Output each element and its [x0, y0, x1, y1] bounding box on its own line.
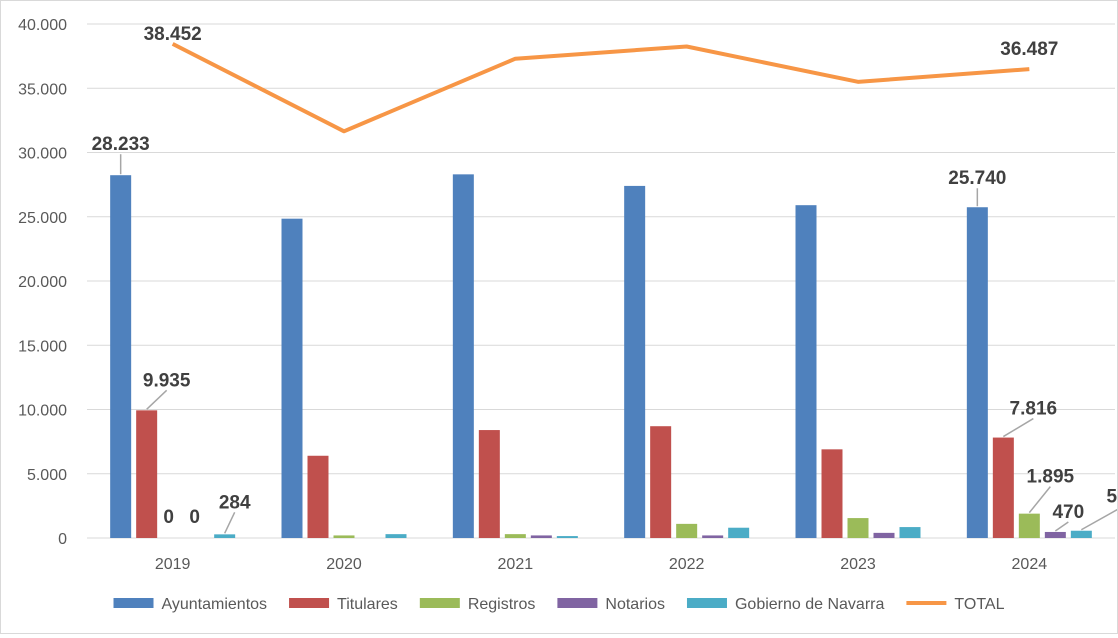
label-leader — [1002, 417, 1034, 438]
legend-label: Notarios — [605, 596, 665, 613]
bar-titulares — [650, 426, 672, 538]
bar-notarios — [1044, 531, 1066, 538]
bar-registros — [1018, 513, 1040, 538]
x-tick-label: 2023 — [840, 556, 876, 573]
total-line — [171, 42, 1030, 134]
y-tick-label: 10.000 — [18, 403, 67, 420]
bar-registros — [847, 518, 869, 538]
x-tick-label: 2021 — [498, 556, 534, 573]
y-tick-label: 15.000 — [18, 338, 67, 355]
legend-swatch-notarios — [557, 598, 598, 608]
bar-notarios — [873, 532, 895, 538]
legend-swatch-ayuntamientos — [113, 598, 154, 608]
data-label-titulares: 7.816 — [1010, 399, 1058, 420]
legend-label: Titulares — [337, 596, 398, 613]
data-label-notarios: 0 — [189, 507, 200, 528]
y-tick-label: 0 — [58, 531, 67, 548]
label-leader — [223, 512, 236, 534]
data-label-notarios: 470 — [1052, 502, 1084, 523]
y-axis-ticks: 0 5.000 10.000 15.000 20.000 25.000 30.000 35.0… — [18, 17, 67, 548]
data-label-registros: 1.895 — [1027, 467, 1075, 488]
bar-gobierno-de-navarra — [728, 527, 750, 538]
bar-ayuntamientos — [110, 175, 132, 539]
bar-gobierno-de-navarra — [556, 536, 578, 538]
y-tick-label: 25.000 — [18, 210, 67, 227]
data-label-ayuntamientos: 28.233 — [92, 134, 150, 155]
bar-ayuntamientos — [795, 205, 817, 538]
bar-gobierno-de-navarra — [1070, 530, 1092, 538]
x-tick-label: 2019 — [155, 556, 191, 573]
line-total — [171, 42, 1030, 134]
bar-titulares — [992, 437, 1014, 538]
data-label-total: 38.452 — [144, 24, 202, 45]
data-labels: 28.233 25.740 9.935 7.816 0 1.895 0 470 284 566 38… — [92, 24, 1118, 528]
x-axis-ticks: 2019 2020 2021 2022 2023 2024 — [155, 556, 1047, 573]
data-label-registros: 0 — [163, 507, 174, 528]
legend-swatch-gobierno-de-navarra — [686, 598, 727, 608]
x-tick-label: 2020 — [326, 556, 362, 573]
legend-label: Registros — [468, 596, 536, 613]
bar-registros — [504, 534, 526, 538]
bar-ayuntamientos — [624, 185, 646, 538]
label-leaders — [119, 154, 1118, 534]
data-label-ayuntamientos: 25.740 — [948, 168, 1006, 189]
legend-label: TOTAL — [954, 596, 1004, 613]
y-tick-label: 40.000 — [18, 17, 67, 34]
legend-swatch-registros — [419, 598, 460, 608]
bar-registros — [333, 535, 355, 538]
bars — [110, 174, 1092, 539]
bar-titulares — [821, 449, 843, 538]
legend: Ayuntamientos Titulares Registros Notarios G… — [113, 596, 1005, 613]
bar-gobierno-de-navarra — [899, 527, 921, 538]
bar-gobierno-de-navarra — [385, 534, 407, 538]
legend-label: Gobierno de Navarra — [735, 596, 885, 613]
bar-ayuntamientos — [281, 218, 303, 539]
x-tick-label: 2024 — [1012, 556, 1048, 573]
bar-ayuntamientos — [452, 174, 474, 538]
data-label-titulares: 9.935 — [143, 370, 191, 391]
data-label-total: 36.487 — [1000, 39, 1058, 60]
bar-notarios — [530, 535, 552, 538]
y-tick-label: 30.000 — [18, 146, 67, 163]
label-leader — [1054, 521, 1069, 532]
bar-gobierno-de-navarra — [214, 534, 236, 538]
gridlines — [87, 23, 1115, 539]
bar-titulares — [478, 430, 500, 538]
legend-swatch-titulares — [289, 598, 330, 608]
data-label-gobierno-de-navarra: 566 — [1106, 487, 1117, 508]
bar-ayuntamientos — [966, 207, 988, 538]
bar-titulares — [136, 410, 158, 538]
label-leader — [1080, 508, 1118, 531]
label-leader — [1028, 486, 1051, 514]
data-label-gobierno-de-navarra: 284 — [219, 492, 251, 513]
x-tick-label: 2022 — [669, 556, 705, 573]
y-tick-label: 5.000 — [27, 467, 67, 484]
bar-registros — [676, 523, 698, 538]
label-leader — [146, 389, 168, 410]
bar-titulares — [307, 455, 329, 538]
y-tick-label: 35.000 — [18, 81, 67, 98]
y-tick-label: 20.000 — [18, 274, 67, 291]
legend-label: Ayuntamientos — [162, 596, 268, 613]
bar-notarios — [702, 535, 724, 538]
